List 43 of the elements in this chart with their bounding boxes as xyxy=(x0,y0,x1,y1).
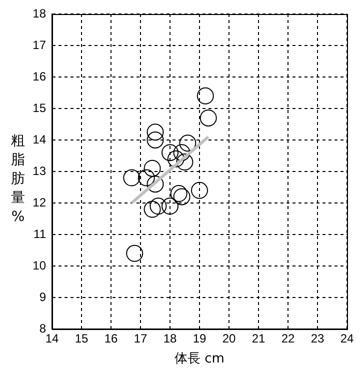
x-tick-label: 15 xyxy=(74,332,88,346)
point xyxy=(144,160,161,177)
point xyxy=(167,150,184,168)
point xyxy=(146,132,164,148)
point xyxy=(146,124,164,141)
x-tick-label: 21 xyxy=(252,332,266,346)
x-tick-label: 23 xyxy=(310,332,324,346)
x-tick-label: 19 xyxy=(192,332,206,346)
x-tick-label: 17 xyxy=(134,332,148,346)
point xyxy=(200,109,217,126)
point xyxy=(162,144,178,162)
y-tick-label: 9 xyxy=(39,290,46,304)
point xyxy=(170,185,188,202)
x-axis-title: 体長 cm xyxy=(174,352,224,367)
y-tick-label: 15 xyxy=(32,100,46,115)
x-tick-label: 24 xyxy=(340,332,354,346)
point xyxy=(138,169,155,186)
point xyxy=(162,198,178,215)
x-tick-label: 16 xyxy=(104,332,118,346)
point xyxy=(176,154,194,171)
y-tick-label: 16 xyxy=(32,69,46,84)
point xyxy=(144,200,161,218)
y-tick-label: 17 xyxy=(32,38,46,52)
y-tick-label: 8 xyxy=(39,321,46,336)
y-tick-label: 13 xyxy=(32,164,46,178)
y-tick-label: 12 xyxy=(32,195,46,210)
point xyxy=(173,144,190,162)
x-tick-label: 18 xyxy=(163,332,177,346)
y-tick-label: 18 xyxy=(32,6,46,20)
y-tick-label: 10 xyxy=(32,258,46,272)
x-tick-label: 22 xyxy=(281,332,295,346)
y-tick-label: 14 xyxy=(32,132,46,146)
point xyxy=(173,188,190,206)
y-axis-title: 粗脂肪量% xyxy=(10,132,26,227)
y-tick-label: 11 xyxy=(34,226,46,241)
x-tick-label: 20 xyxy=(222,332,236,346)
point xyxy=(123,169,140,186)
point xyxy=(191,182,208,199)
point xyxy=(146,176,164,193)
point xyxy=(126,244,144,262)
point xyxy=(196,87,214,104)
point xyxy=(179,134,196,152)
point xyxy=(150,198,167,215)
